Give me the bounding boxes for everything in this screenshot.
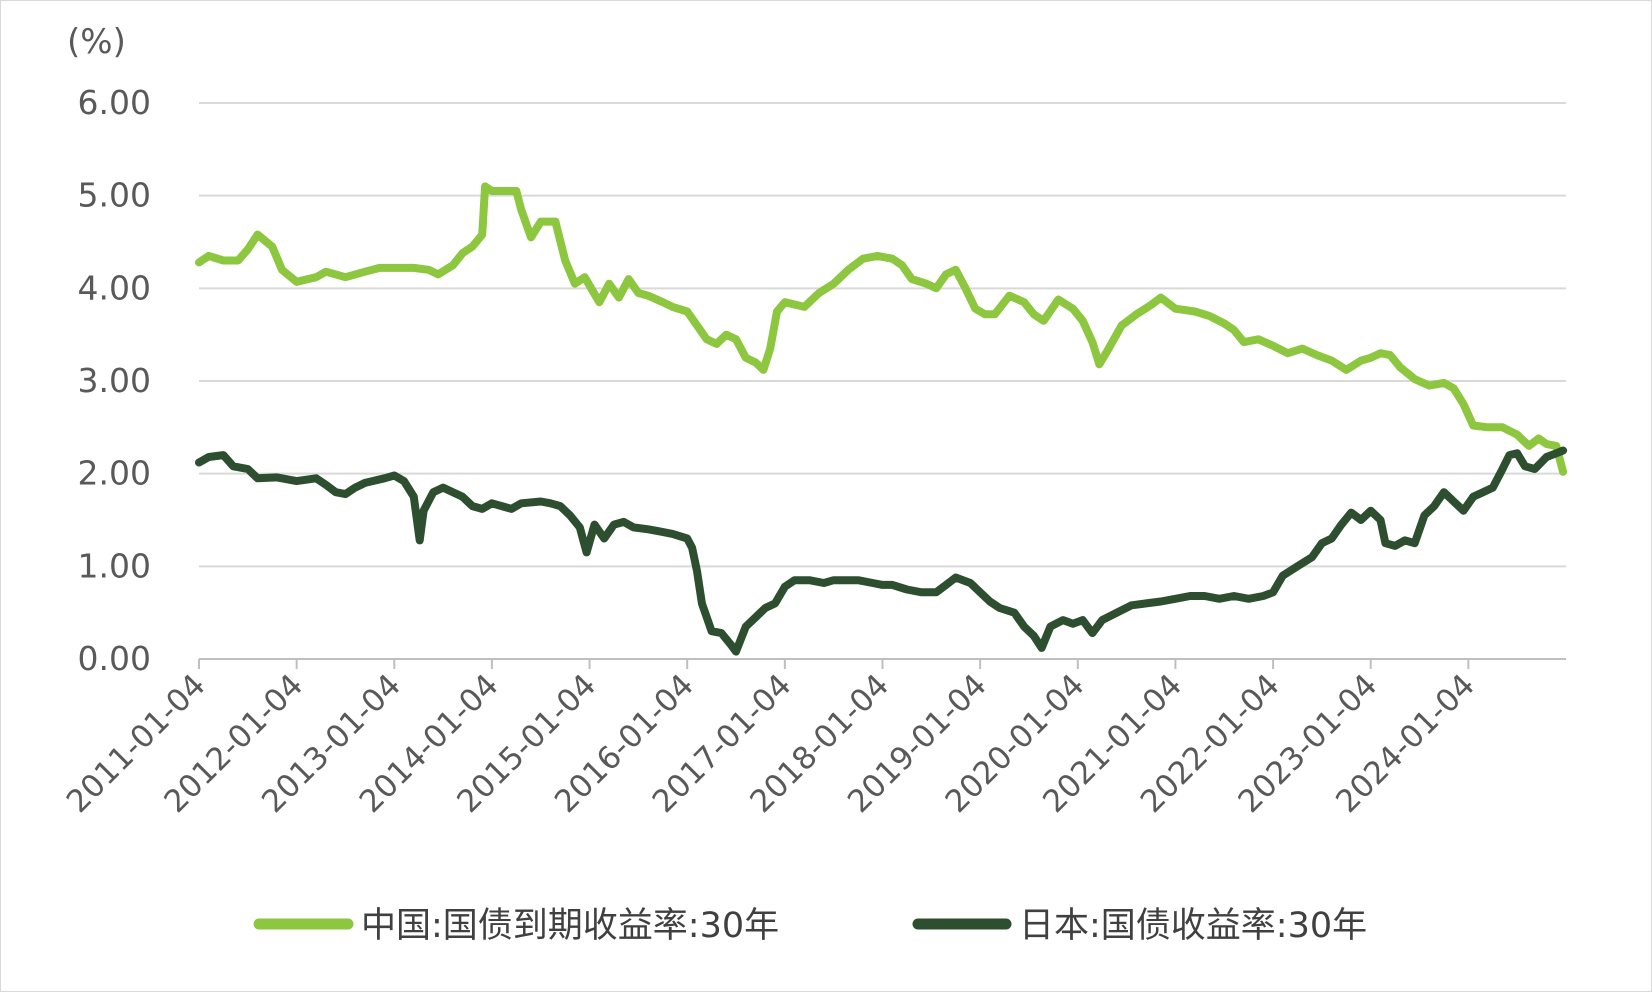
series-lines [195, 182, 1568, 656]
grid-lines [199, 102, 1566, 660]
legend-label-japan-30y: 日本:国债收益率:30年 [1019, 906, 1367, 946]
legend-label-china-30y: 中国:国债到期收益率:30年 [361, 906, 779, 946]
y-axis-ticks: 0.00 1.00 2.00 3.00 4.00 5.00 6.00 [78, 83, 151, 678]
y-tick-label-1: 1.00 [78, 546, 151, 585]
y-tick-label-3: 3.00 [78, 361, 151, 400]
legend: 中国:国债到期收益率:30年 日本:国债收益率:30年 [253, 906, 1367, 946]
y-unit-label: (%) [67, 22, 126, 62]
y-tick-label-2: 2.00 [78, 454, 151, 493]
x-axis: 2011-01-042012-01-042013-01-042014-01-04… [60, 658, 1566, 820]
y-tick-label-4: 4.00 [78, 268, 151, 307]
y-tick-label-5: 5.00 [78, 176, 151, 215]
series-line-0 [195, 182, 1568, 476]
y-tick-label-0: 0.00 [78, 639, 151, 678]
series-line-1 [195, 446, 1568, 656]
y-tick-label-6: 6.00 [78, 83, 151, 122]
